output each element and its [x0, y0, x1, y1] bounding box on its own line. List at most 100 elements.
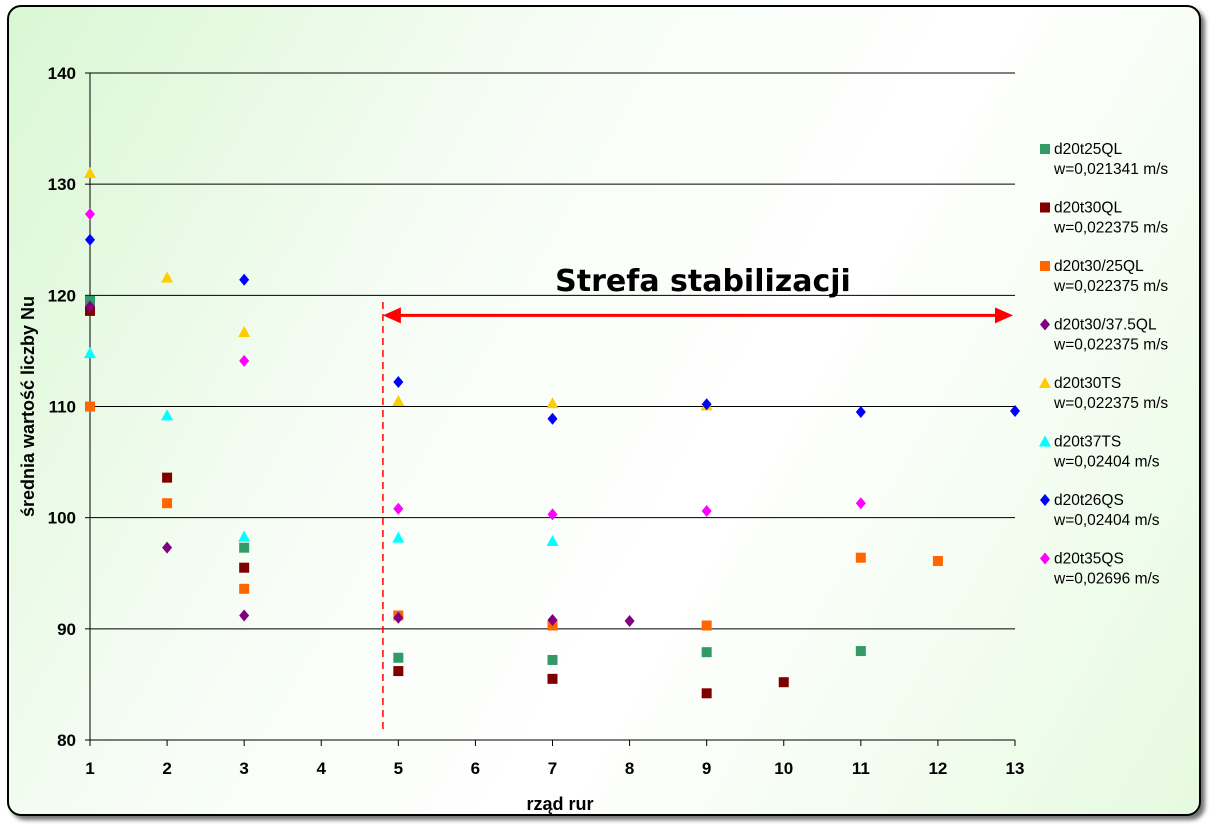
- y-tick-label-80: 80: [57, 731, 76, 750]
- annotation-stabilization-zone: [382, 302, 1013, 730]
- data-point-7-5: [855, 497, 866, 510]
- data-point-1-1: [162, 472, 173, 483]
- legend-label-4: d20t30TS: [1054, 375, 1121, 392]
- x-tick-label-7: 7: [548, 759, 557, 778]
- data-point-6-1: [239, 273, 250, 286]
- data-point-3-5: [624, 615, 635, 628]
- data-point-4-2: [238, 326, 251, 338]
- legend-marker-5: [1039, 435, 1051, 447]
- data-point-2-7: [932, 556, 943, 567]
- legend-label-0: d20t25QL: [1054, 141, 1122, 158]
- y-tick-label-100: 100: [48, 509, 76, 528]
- x-tick-label-8: 8: [625, 759, 634, 778]
- x-tick-label-3: 3: [239, 759, 248, 778]
- series-d20t25QL: [85, 295, 866, 665]
- legend-entry-1: d20t30QL w=0,022375 m/s: [1040, 200, 1168, 237]
- x-tick-label-1: 1: [85, 759, 94, 778]
- legend-label-6: d20t26QS: [1054, 492, 1124, 509]
- data-point-1-4: [547, 673, 558, 684]
- data-point-2-2: [239, 583, 250, 594]
- data-point-6-2: [393, 376, 404, 389]
- legend-entry-6: d20t26QS w=0,02404 m/s: [1040, 492, 1160, 529]
- legend-sublabel-4: w=0,022375 m/s: [1053, 395, 1168, 412]
- series-d20t26QS: [85, 233, 1020, 425]
- legend-marker-3: [1040, 318, 1050, 331]
- legend-label-7: d20t35QS: [1054, 551, 1124, 568]
- x-tick-label-6: 6: [471, 759, 480, 778]
- legend-sublabel-7: w=0,02696 m/s: [1053, 571, 1160, 588]
- x-tick-label-9: 9: [702, 759, 711, 778]
- data-point-5-1: [161, 409, 174, 421]
- stabilization-arrow-head-right: [995, 307, 1013, 324]
- data-point-0-2: [393, 652, 404, 663]
- y-tick-label-90: 90: [57, 620, 76, 639]
- data-point-7-3: [547, 508, 558, 521]
- data-point-4-1: [161, 271, 174, 283]
- data-point-6-3: [547, 412, 558, 425]
- data-point-7-4: [701, 504, 712, 517]
- series-d20t30-25QL: [85, 401, 943, 631]
- legend-entry-3: d20t30/37.5QL w=0,022375 m/s: [1040, 317, 1168, 354]
- data-point-3-4: [547, 613, 558, 626]
- x-tick-label-5: 5: [394, 759, 403, 778]
- data-point-0-4: [701, 647, 712, 658]
- x-tick-label-10: 10: [774, 759, 793, 778]
- x-tick-label-12: 12: [928, 759, 947, 778]
- y-tick-label-140: 140: [48, 64, 76, 83]
- legend-marker-6: [1040, 494, 1050, 506]
- data-points: [84, 167, 1020, 699]
- grid-lines: [90, 72, 1015, 630]
- legend-entry-2: d20t30/25QL w=0,022375 m/s: [1040, 258, 1168, 295]
- x-tick-label-13: 13: [1006, 759, 1025, 778]
- data-point-7-0: [85, 208, 95, 221]
- legend-sublabel-1: w=0,022375 m/s: [1053, 220, 1168, 237]
- legend-label-2: d20t30/25QL: [1054, 258, 1144, 275]
- data-point-2-0: [85, 401, 95, 412]
- data-point-0-5: [855, 646, 866, 657]
- legend-label-5: d20t37TS: [1054, 434, 1121, 451]
- legend-marker-2: [1040, 261, 1050, 271]
- x-tick-label-4: 4: [317, 759, 327, 778]
- legend-marker-0: [1040, 144, 1050, 154]
- legend-sublabel-3: w=0,022375 m/s: [1053, 337, 1168, 354]
- legend-sublabel-6: w=0,02404 m/s: [1053, 512, 1160, 529]
- series-d20t37TS: [84, 347, 559, 547]
- data-point-6-4: [701, 398, 712, 411]
- data-point-6-0: [85, 233, 95, 246]
- data-point-5-4: [546, 535, 559, 547]
- data-point-7-2: [393, 502, 404, 515]
- data-point-1-6: [778, 677, 789, 688]
- series-d20t35QS: [85, 208, 866, 521]
- legend-marker-7: [1040, 552, 1050, 565]
- data-point-1-3: [393, 666, 404, 677]
- data-point-3-2: [239, 609, 250, 622]
- data-point-4-4: [546, 397, 559, 409]
- stabilization-arrow-head-left: [382, 307, 401, 324]
- legend-sublabel-5: w=0,02404 m/s: [1053, 454, 1160, 471]
- data-point-3-0: [85, 300, 95, 313]
- x-tick-label-11: 11: [852, 759, 870, 778]
- legend-sublabel-0: w=0,021341 m/s: [1053, 161, 1168, 178]
- legend-sublabel-2: w=0,022375 m/s: [1053, 278, 1168, 295]
- data-point-7-1: [239, 354, 250, 367]
- data-point-2-6: [855, 552, 866, 563]
- legend-label-1: d20t30QL: [1054, 200, 1122, 217]
- legend-entry-4: d20t30TS w=0,022375 m/s: [1039, 375, 1168, 412]
- data-point-5-0: [84, 347, 96, 359]
- series-d20t30QL: [85, 305, 789, 699]
- legend-entry-7: d20t35QS w=0,02696 m/s: [1040, 551, 1160, 588]
- legend-marker-4: [1039, 377, 1051, 388]
- chart-frame: [7, 5, 1201, 816]
- data-point-2-1: [162, 498, 173, 509]
- legend-entry-0: d20t25QL w=0,021341 m/s: [1040, 141, 1168, 178]
- data-point-5-2: [238, 530, 251, 542]
- data-point-3-1: [162, 541, 173, 554]
- data-point-1-5: [701, 688, 712, 699]
- x-axis-title: rząd rur: [526, 794, 593, 814]
- data-point-6-5: [855, 406, 866, 419]
- data-point-6-6: [1010, 404, 1020, 417]
- data-point-5-3: [392, 531, 405, 543]
- legend: d20t25QL w=0,021341 m/s d20t30QL w=0,022375…: [1039, 141, 1168, 588]
- data-point-0-3: [547, 654, 558, 665]
